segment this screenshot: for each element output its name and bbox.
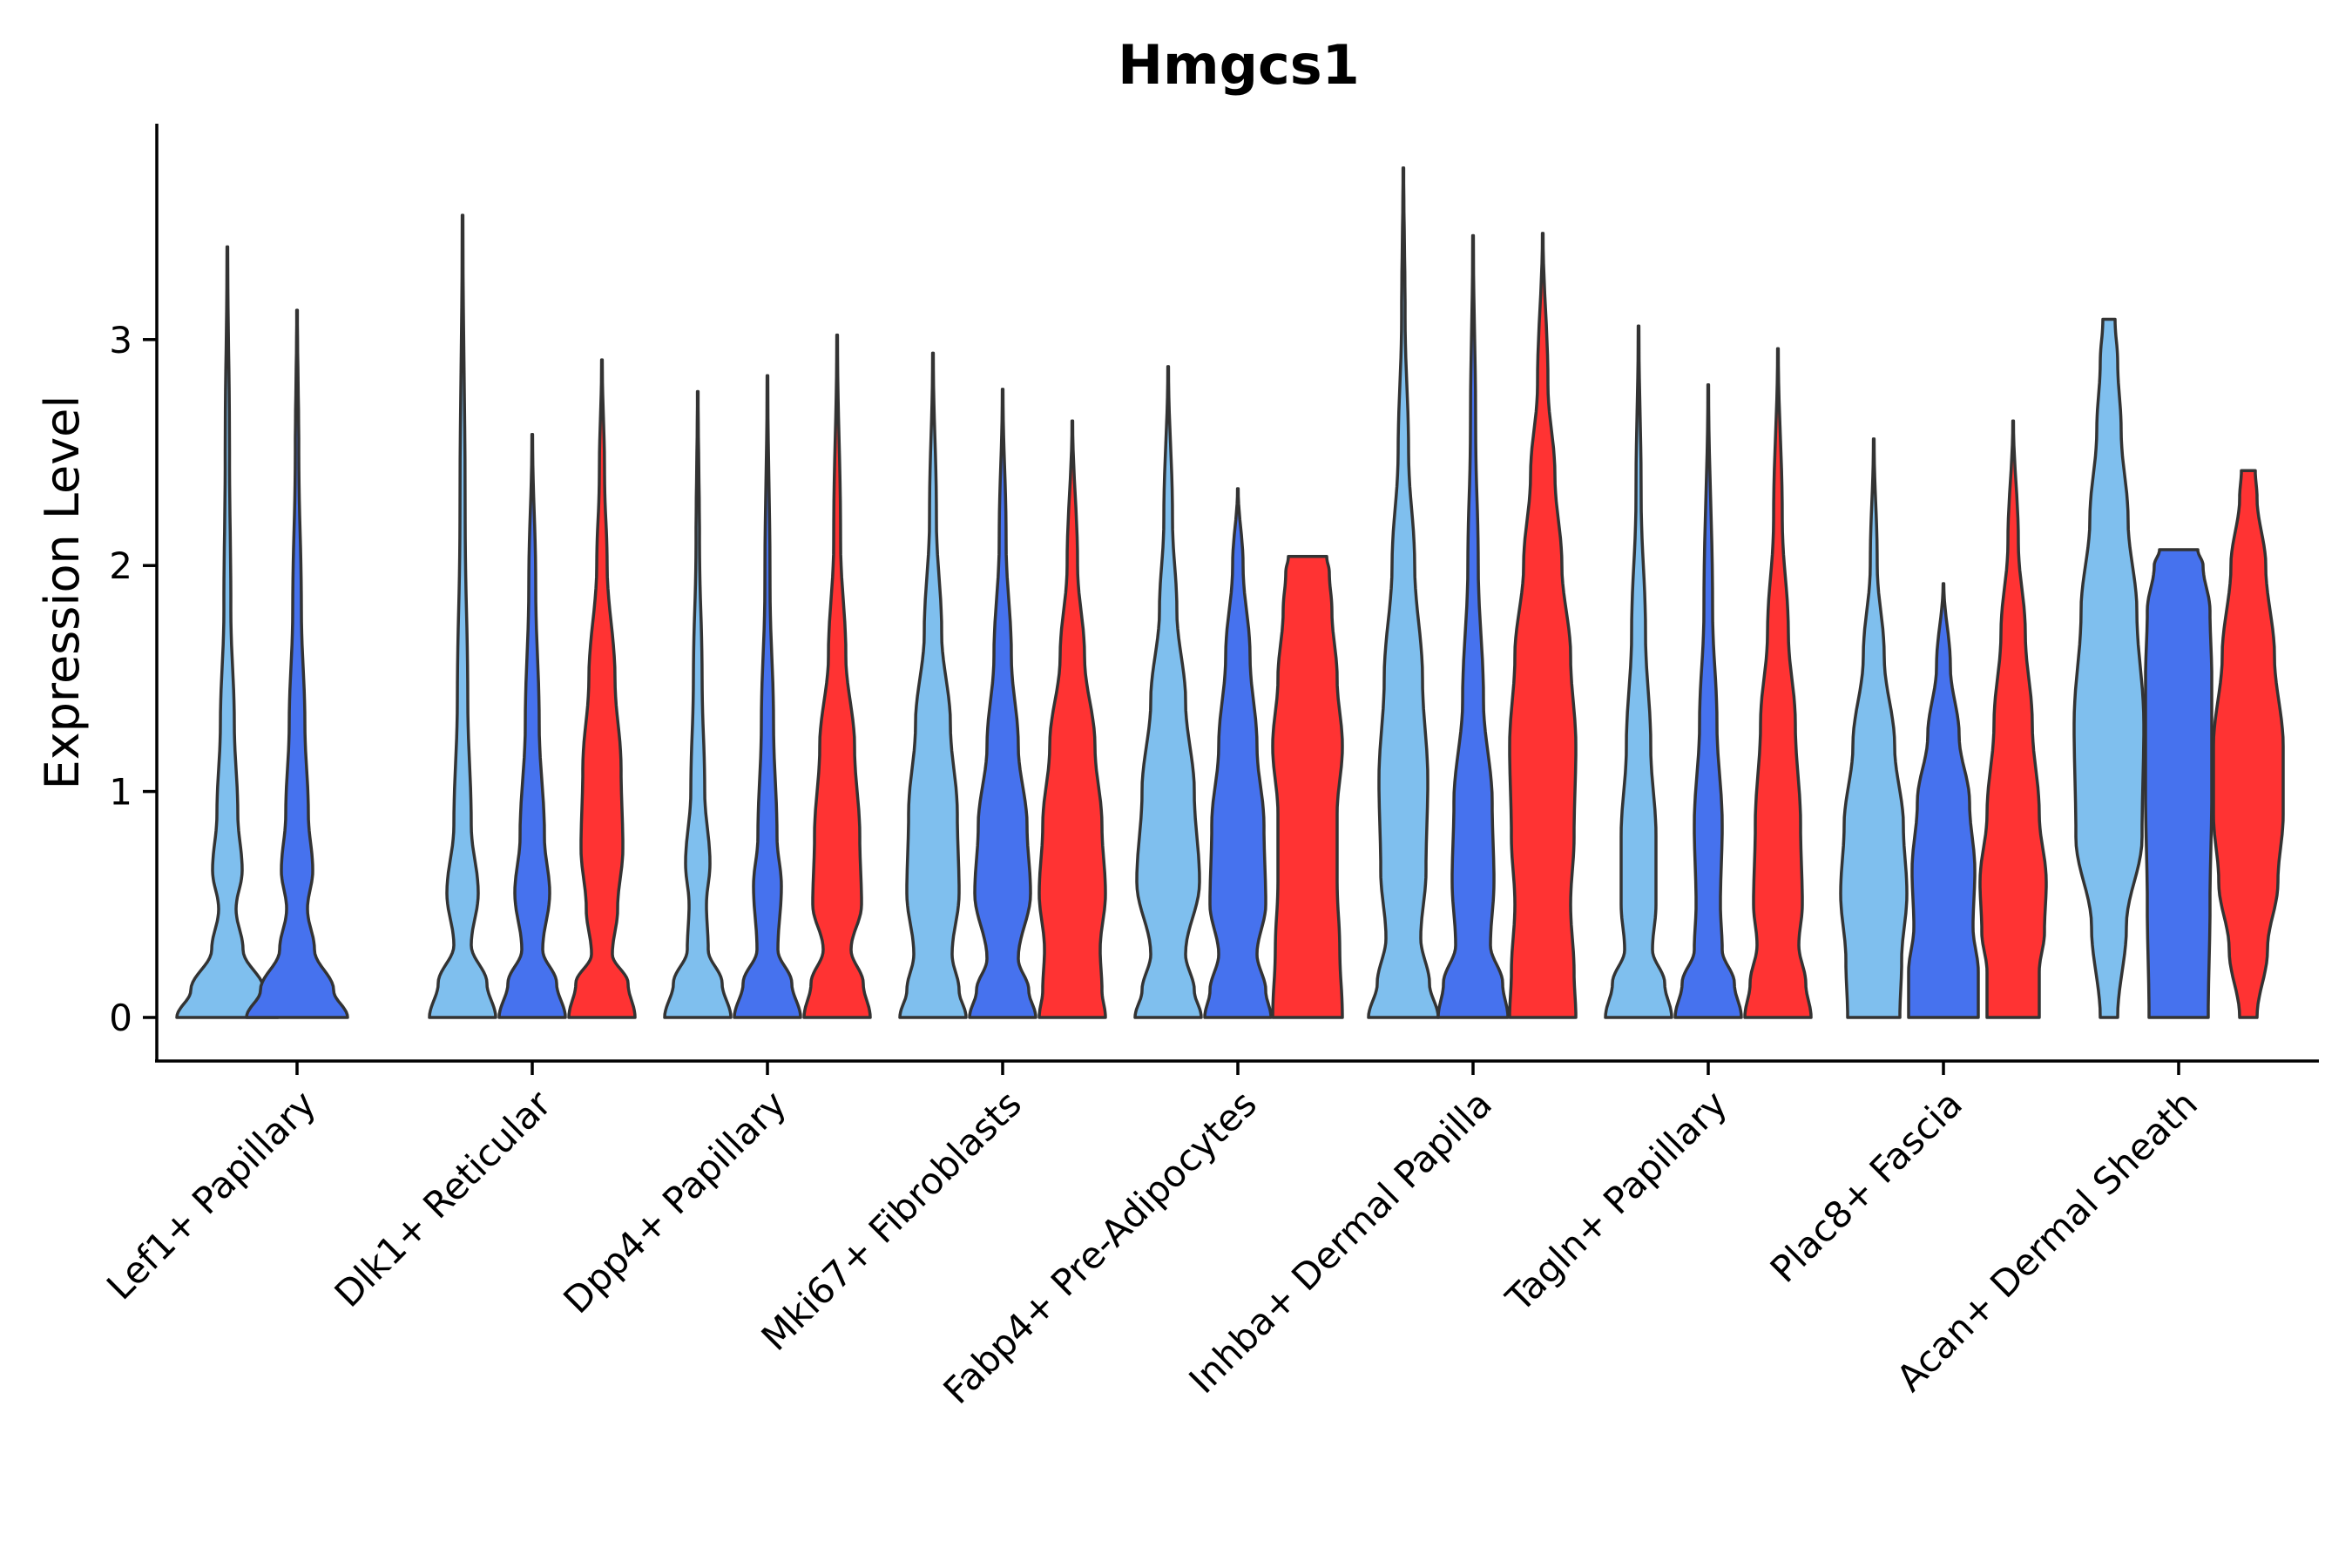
violin-acan-dermal-sheath-blue <box>2144 548 2213 1019</box>
violin-plac8-fascia-blue <box>1907 582 1980 1019</box>
x-tick-label-tagln-papillary: Tagln+ Papillary <box>1497 1082 1735 1320</box>
violin-lef1-papillary-blue <box>245 308 349 1019</box>
violin-dlk1-reticular-light-blue <box>428 213 497 1019</box>
violin-acan-dermal-sheath-red <box>2212 469 2285 1019</box>
violin-mki67-fibroblasts-blue <box>968 388 1037 1019</box>
y-tick-label: 0 <box>109 997 132 1039</box>
violin-fabp4-pre-adipocytes-blue <box>1203 487 1273 1019</box>
y-tick-label: 3 <box>109 319 132 362</box>
x-tick-label-plac8-fascia: Plac8+ Fascia <box>1762 1082 1970 1290</box>
violin-dpp4-papillary-light-blue <box>663 389 733 1019</box>
y-tick-label: 2 <box>109 544 132 587</box>
x-tick-label-lef1-papillary: Lef1+ Papillary <box>98 1082 324 1308</box>
x-tick-label-mki67-fibroblasts: Mki67+ Fibroblasts <box>754 1082 1030 1358</box>
violin-inhba-dermal-papilla-red <box>1508 232 1578 1019</box>
violin-mki67-fibroblasts-red <box>1037 419 1107 1019</box>
y-axis-label: Expression Level <box>35 395 90 790</box>
violin-inhba-dermal-papilla-blue <box>1436 233 1510 1019</box>
violin-lef1-papillary-light-blue <box>175 245 280 1019</box>
violin-tagln-papillary-blue <box>1673 382 1743 1019</box>
violin-acan-dermal-sheath-light-blue <box>2072 317 2146 1019</box>
y-tick-label: 1 <box>109 771 132 814</box>
chart-title: Hmgcs1 <box>1118 33 1360 97</box>
violin-dpp4-papillary-blue <box>733 374 802 1019</box>
violin-fabp4-pre-adipocytes-light-blue <box>1133 365 1203 1019</box>
x-tick-label-dlk1-reticular: Dlk1+ Reticular <box>327 1082 560 1315</box>
violin-dlk1-reticular-blue <box>497 432 567 1019</box>
violin-fabp4-pre-adipocytes-red <box>1271 555 1344 1019</box>
violin-inhba-dermal-papilla-light-blue <box>1367 166 1440 1019</box>
violin-dpp4-papillary-red <box>802 333 872 1019</box>
violin-dlk1-reticular-red <box>567 358 637 1019</box>
violin-plac8-fascia-light-blue <box>1839 437 1909 1019</box>
x-tick-label-dpp4-papillary: Dpp4+ Papillary <box>555 1082 794 1321</box>
violin-tagln-papillary-red <box>1743 347 1813 1019</box>
y-ticks: 0 1 2 3 <box>109 319 157 1039</box>
violin-group <box>175 166 2285 1019</box>
violin-tagln-papillary-light-blue <box>1604 324 1673 1019</box>
violin-mki67-fibroblasts-light-blue <box>898 351 968 1019</box>
violin-plac8-fascia-red <box>1978 419 2048 1019</box>
